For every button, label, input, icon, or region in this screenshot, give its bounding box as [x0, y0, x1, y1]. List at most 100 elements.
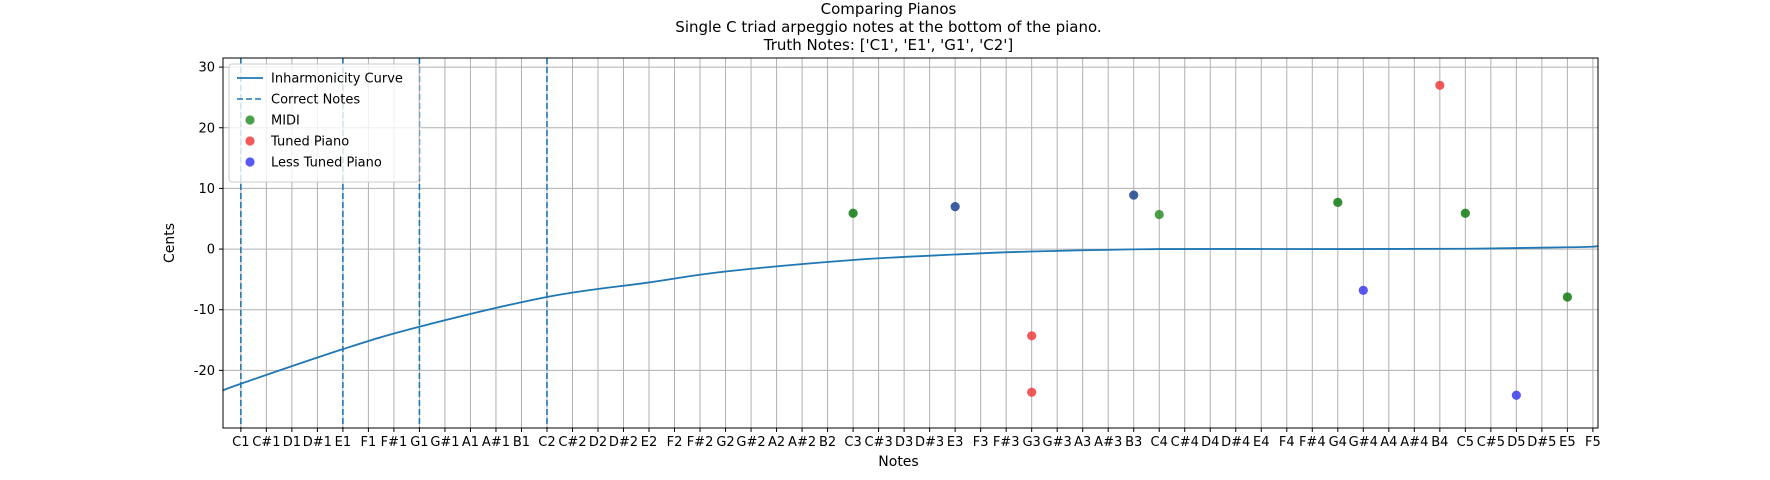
point-midi	[1460, 208, 1470, 218]
point-midi	[1154, 209, 1164, 220]
point-less-tuned-piano	[1129, 190, 1139, 200]
ticks: C1 C#1 D1 D#1 E1 F1 F#1 G1 G#1 A1 A#1 B1 C2 C#2 D2 D#2 E…	[194, 61, 1601, 450]
x-tick-label: G3	[1022, 435, 1040, 450]
legend-label: Less Tuned Piano	[271, 156, 382, 171]
x-axis-label: Notes	[878, 454, 918, 470]
points-layer	[848, 80, 1572, 400]
x-tick-label: D#3	[915, 435, 944, 450]
legend-label: Inharmonicity Curve	[271, 72, 403, 87]
x-tick-label: D3	[895, 435, 913, 450]
x-tick-label: E3	[947, 435, 964, 450]
legend-label: Tuned Piano	[270, 135, 349, 150]
x-tick-label: D#1	[303, 435, 332, 450]
legend-box	[228, 63, 420, 183]
x-tick-label: D#5	[1527, 435, 1556, 450]
x-tick-label: B2	[819, 435, 836, 450]
x-tick-label: G#2	[736, 435, 765, 450]
point-overlap	[1460, 208, 1470, 218]
x-tick-label: B3	[1125, 435, 1142, 450]
x-tick-label: C#3	[864, 435, 892, 450]
x-tick-label: F2	[667, 435, 683, 450]
point-less-tuned-piano	[950, 202, 960, 212]
legend-swatch-marker	[245, 136, 255, 146]
x-tick-label: F#4	[1299, 435, 1326, 450]
x-tick-label: A3	[1074, 435, 1091, 450]
x-tick-label: G#4	[1349, 435, 1378, 450]
point-midi	[848, 208, 858, 218]
x-tick-label: C1	[232, 435, 249, 450]
point-overlap	[1562, 292, 1572, 302]
x-tick-label: C#4	[1171, 435, 1199, 450]
plot-frame	[222, 57, 1599, 429]
x-tick-label: C5	[1457, 435, 1474, 450]
legend-swatch-marker	[245, 157, 255, 167]
x-tick-label: A#3	[1094, 435, 1122, 450]
x-tick-label: F4	[1279, 435, 1295, 450]
grid	[223, 58, 1598, 428]
legend: Inharmonicity Curve Correct Notes MIDI Tune…	[228, 63, 420, 183]
point-midi	[1562, 292, 1572, 302]
x-tick-label: F1	[361, 435, 377, 450]
x-tick-label: D5	[1507, 435, 1525, 450]
y-tick-label: -20	[194, 364, 215, 379]
x-tick-label: F#1	[381, 435, 408, 450]
x-tick-label: A#4	[1400, 435, 1428, 450]
legend-swatch-marker	[245, 115, 255, 125]
title-line-subtitle: Single C triad arpeggio notes at the bot…	[675, 18, 1101, 36]
x-tick-label: A4	[1380, 435, 1397, 450]
inharmonicity-curve	[222, 245, 1599, 392]
axes	[222, 57, 1599, 429]
x-tick-label: G1	[410, 435, 428, 450]
x-tick-label: C3	[844, 435, 861, 450]
x-tick-label: D2	[589, 435, 607, 450]
x-tick-label: C4	[1151, 435, 1168, 450]
lines-layer	[222, 58, 1599, 428]
point-overlap	[950, 202, 960, 212]
y-tick-label: -10	[194, 303, 215, 318]
x-tick-label: B1	[513, 435, 530, 450]
x-tick-label: E1	[335, 435, 352, 450]
x-tick-label: B4	[1431, 435, 1448, 450]
x-tick-label: C#2	[558, 435, 586, 450]
legend-label: MIDI	[271, 114, 300, 129]
x-tick-label: E2	[641, 435, 658, 450]
x-tick-label: G#1	[430, 435, 459, 450]
x-tick-label: C#5	[1477, 435, 1505, 450]
point-midi	[1333, 197, 1343, 207]
x-tick-label: F3	[973, 435, 989, 450]
point-overlap	[1333, 197, 1343, 207]
x-tick-label: G4	[1329, 435, 1347, 450]
x-tick-label: D4	[1201, 435, 1219, 450]
legend-label: Correct Notes	[271, 93, 360, 108]
x-tick-label: E4	[1253, 435, 1270, 450]
title-line-main: Comparing Pianos	[821, 0, 957, 18]
x-tick-label: C2	[538, 435, 555, 450]
y-tick-label: 10	[198, 182, 215, 197]
x-tick-label: G#3	[1043, 435, 1072, 450]
point-less-tuned-piano	[1511, 390, 1521, 400]
x-tick-label: D#2	[609, 435, 638, 450]
y-tick-label: 20	[198, 121, 215, 136]
chart-title: Comparing Pianos Single C triad arpeggio…	[675, 0, 1101, 54]
x-tick-label: F#2	[687, 435, 714, 450]
point-tuned-piano	[1027, 331, 1037, 341]
point-tuned-piano	[1027, 387, 1037, 397]
x-tick-label: C#1	[252, 435, 280, 450]
title-line-truth-notes: Truth Notes: ['C1', 'E1', 'G1', 'C2']	[763, 36, 1013, 54]
x-tick-label: A#1	[482, 435, 510, 450]
x-tick-label: A2	[768, 435, 785, 450]
x-tick-label: D#4	[1221, 435, 1250, 450]
x-tick-label: D1	[283, 435, 301, 450]
point-overlap	[1129, 190, 1139, 200]
x-tick-label: F#3	[993, 435, 1020, 450]
point-overlap	[848, 208, 858, 218]
x-tick-label: A#2	[788, 435, 816, 450]
y-axis-label: Cents	[162, 223, 178, 263]
x-tick-label: E5	[1559, 435, 1576, 450]
point-less-tuned-piano	[1358, 285, 1368, 295]
x-tick-label: G2	[716, 435, 734, 450]
y-tick-label: 0	[207, 243, 215, 258]
y-tick-label: 30	[198, 61, 215, 76]
x-tick-label: F5	[1585, 435, 1601, 450]
